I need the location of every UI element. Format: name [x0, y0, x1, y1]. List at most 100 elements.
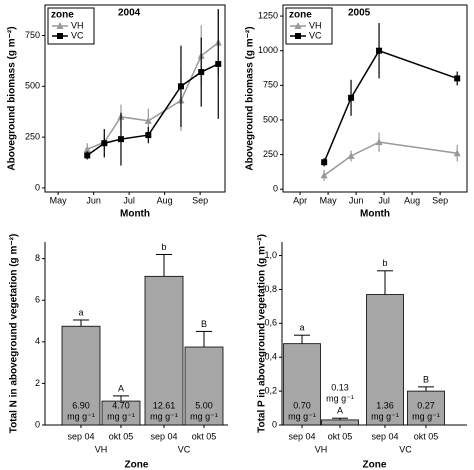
marker: [348, 94, 355, 101]
significance-letter: B: [423, 374, 429, 384]
bar-note: mg g⁻¹: [412, 411, 440, 421]
x-tick-label: okt 05: [414, 431, 439, 441]
y-tick-label: 500: [25, 81, 40, 91]
marker: [215, 60, 222, 67]
group-label: VC: [178, 444, 191, 454]
bar-note: 1.36: [376, 400, 394, 410]
significance-letter: a: [299, 323, 304, 333]
bar-note: 4.70: [112, 400, 130, 410]
x-tick-label: sep 04: [288, 431, 315, 441]
y-tick-label: 0: [272, 419, 277, 429]
y-tick-label: 0,6: [264, 318, 277, 328]
marker: [198, 69, 205, 76]
panel-title: 2005: [348, 8, 371, 19]
x-tick-label: sep 04: [371, 431, 398, 441]
bar-note: 6.90: [72, 400, 90, 410]
marker: [84, 152, 91, 159]
x-tick-label: okt 05: [192, 431, 217, 441]
y-tick-label: 2: [35, 378, 40, 388]
bar: [283, 343, 321, 426]
y-tick-label: 1250: [258, 10, 278, 20]
y-tick-label: 0: [35, 182, 40, 192]
x-tick-label: May: [50, 195, 68, 205]
marker: [321, 159, 328, 166]
group-label: VH: [95, 444, 108, 454]
y-tick-label: 250: [25, 131, 40, 141]
marker: [117, 136, 124, 143]
x-tick-label: Sep: [192, 195, 208, 205]
y-tick-label: 0: [273, 184, 278, 194]
y-axis-label: Aboveground biomass (g m⁻²): [245, 26, 256, 170]
significance-letter: A: [337, 406, 343, 416]
group-label: VC: [399, 444, 412, 454]
legend-label: VH: [71, 20, 84, 30]
y-tick-label: 250: [263, 149, 278, 159]
bar-note: mg g⁻¹: [67, 411, 95, 421]
x-tick-label: sep 04: [67, 431, 94, 441]
significance-letter: b: [382, 258, 387, 268]
series-line: [323, 141, 458, 176]
x-tick-label: Jun: [86, 195, 101, 205]
y-axis-label: Total N in aboveground vegetation (g m⁻²…: [9, 234, 20, 434]
legend-label: VC: [309, 30, 322, 40]
marker: [453, 149, 461, 157]
series-line: [323, 49, 458, 163]
y-tick-label: 0,2: [264, 385, 277, 395]
x-tick-label: Jul: [378, 195, 390, 205]
y-tick-label: 1,0: [264, 250, 277, 260]
marker: [83, 145, 91, 153]
y-tick-label: 0,4: [264, 352, 277, 362]
marker: [295, 33, 301, 39]
y-tick-label: 1000: [258, 45, 278, 55]
x-tick-label: okt 05: [109, 431, 134, 441]
significance-letter: A: [118, 383, 124, 393]
legend-label: VC: [71, 30, 84, 40]
x-axis-label: Month: [360, 209, 390, 220]
bar-note: mg g⁻¹: [107, 411, 135, 421]
bar: [321, 419, 359, 426]
marker: [320, 171, 328, 179]
y-tick-label: 8: [35, 253, 40, 263]
bar-note: mg g⁻¹: [326, 394, 354, 404]
significance-letter: a: [78, 307, 83, 317]
y-tick-label: 500: [263, 114, 278, 124]
bar-note: mg g⁻¹: [190, 411, 218, 421]
legend-label: VH: [309, 20, 322, 30]
x-tick-label: Sep: [432, 195, 448, 205]
bar-note: 0.70: [293, 400, 311, 410]
marker: [347, 151, 355, 159]
y-tick-label: 750: [25, 30, 40, 40]
y-axis-label: Total P in aboveground vegetation (g m⁻²…: [257, 234, 268, 433]
bar: [407, 390, 445, 426]
y-tick-label: 4: [35, 336, 40, 346]
group-label: VH: [315, 444, 328, 454]
bar-note: mg g⁻¹: [150, 411, 178, 421]
marker: [454, 75, 461, 82]
bar-note: 12.61: [153, 400, 176, 410]
x-tick-label: May: [320, 195, 338, 205]
plot-frame: [44, 4, 226, 193]
y-tick-label: 750: [263, 80, 278, 90]
marker: [375, 138, 383, 146]
x-axis-label: Zone: [125, 460, 149, 470]
y-axis-label: Aboveground biomass (g m⁻²): [7, 26, 18, 170]
x-tick-label: Jul: [123, 195, 135, 205]
legend-title: zone: [289, 10, 312, 21]
x-tick-label: Aug: [157, 195, 173, 205]
significance-letter: b: [161, 242, 166, 252]
marker: [56, 22, 64, 29]
y-tick-label: 6: [35, 295, 40, 305]
marker: [144, 116, 152, 124]
x-tick-label: Apr: [293, 195, 307, 205]
bar: [184, 346, 224, 426]
bar-note: mg g⁻¹: [371, 411, 399, 421]
plot-frame: [282, 4, 468, 193]
bar-note: mg g⁻¹: [288, 411, 316, 421]
marker: [376, 47, 383, 54]
x-tick-label: Jun: [349, 195, 364, 205]
panel-title: 2004: [118, 8, 141, 19]
bar: [61, 325, 101, 426]
marker: [101, 140, 108, 147]
bar-note: 5.00: [195, 400, 213, 410]
